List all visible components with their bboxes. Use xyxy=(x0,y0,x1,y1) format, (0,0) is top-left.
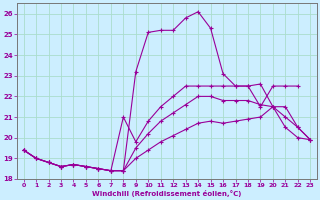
X-axis label: Windchill (Refroidissement éolien,°C): Windchill (Refroidissement éolien,°C) xyxy=(92,190,242,197)
